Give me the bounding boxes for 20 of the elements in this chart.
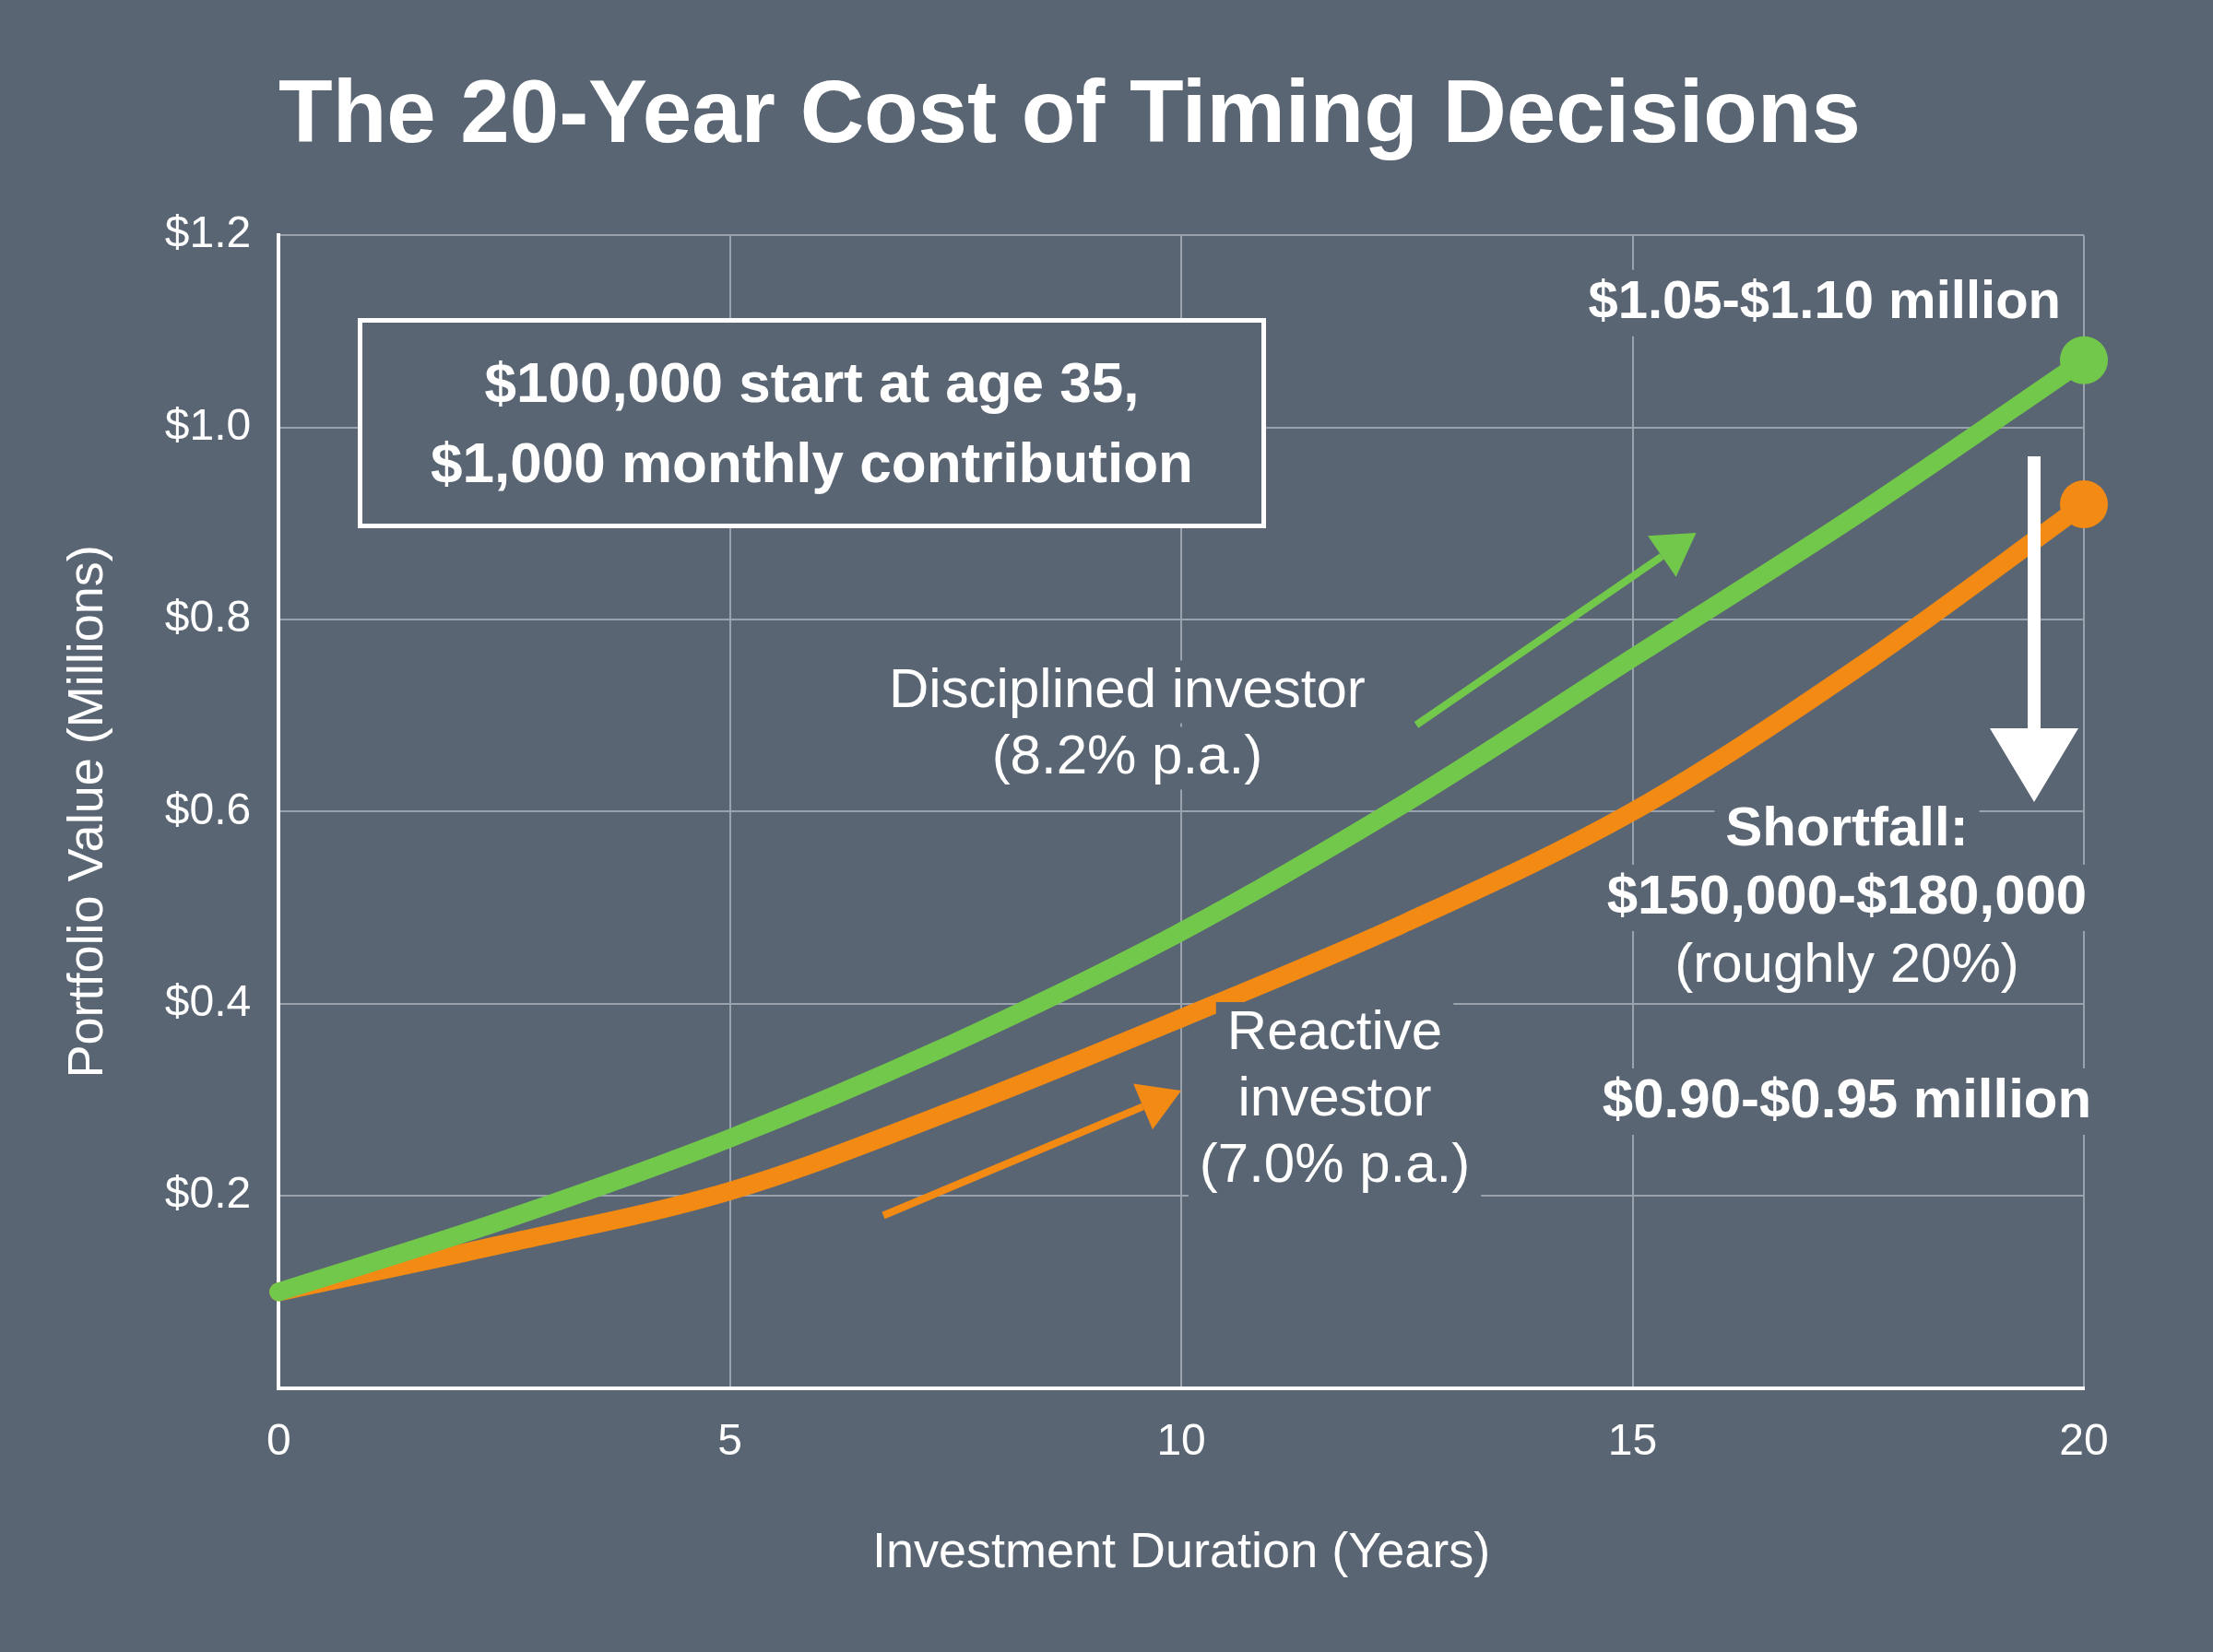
x-tick-label: 5 xyxy=(717,1414,743,1464)
series-label: Reactive investor (7.0% p.a.) xyxy=(1199,998,1471,1194)
annotation: $0.90-$0.95 million xyxy=(1602,1067,2092,1129)
x-tick-label: 15 xyxy=(1607,1414,1658,1464)
y-tick-label: $0.8 xyxy=(164,592,252,642)
x-tick-label: 0 xyxy=(266,1414,291,1464)
y-tick-label: $1.0 xyxy=(164,399,252,449)
y-tick-label: $0.4 xyxy=(164,976,252,1026)
x-tick-label: 20 xyxy=(2059,1414,2109,1464)
annotation: $1.05-$1.10 million xyxy=(1588,268,2061,329)
y-tick-label: $0.6 xyxy=(164,784,252,833)
x-axis-title: Investment Duration (Years) xyxy=(871,1522,1491,1578)
y-tick-label: $0.2 xyxy=(164,1168,252,1218)
x-tick-label: 10 xyxy=(1156,1414,1206,1464)
y-tick-label: $1.2 xyxy=(164,207,252,257)
chart-title: The 20-Year Cost of Timing Decisions xyxy=(278,62,1861,161)
annotation: Shortfall: $150,000-$180,000 (roughly 20%) xyxy=(1606,795,2088,994)
series-label: Disciplined investor (8.2% p.a.) xyxy=(888,657,1366,786)
y-axis-title: Portfolio Value (Millions) xyxy=(57,545,113,1079)
annotation: $100,000 start at age 35, $1,000 monthly contribution xyxy=(358,318,1266,528)
